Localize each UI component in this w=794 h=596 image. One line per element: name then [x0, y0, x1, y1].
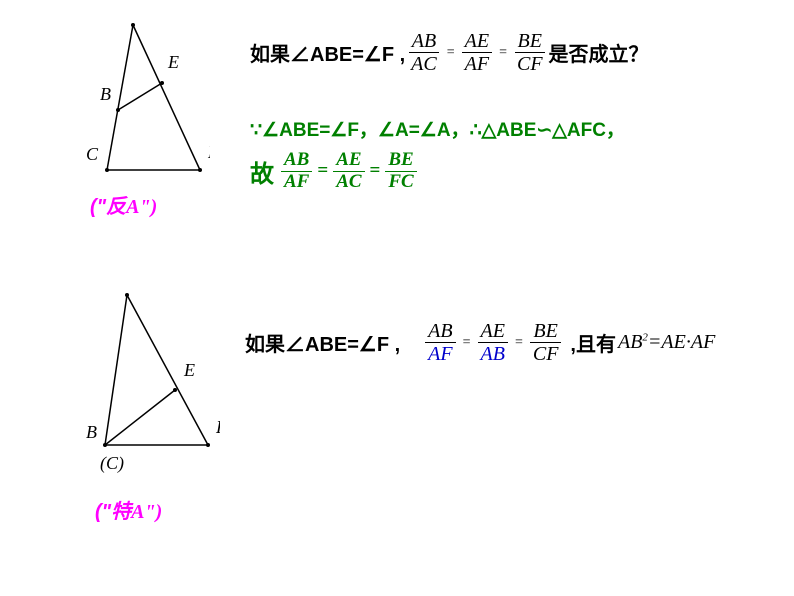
svg-text:F: F [207, 142, 210, 162]
frac-3-2: AEAC [333, 150, 364, 193]
eq-icon: = [499, 45, 507, 61]
question-line-2: 如果∠ABE=∠F , ABAF = AEAB = BECF ,且有 AB2=A… [245, 320, 715, 365]
svg-text:B: B [86, 422, 97, 442]
label-te-a: ("特A") [95, 495, 162, 524]
svg-text:C: C [86, 144, 99, 164]
svg-text:F: F [215, 417, 220, 437]
section-2: A B E F (C) ("特A") 如果∠ABE=∠F , ABAF = AEAB … [30, 290, 764, 550]
text-pre-2: 如果∠ABE=∠F , [245, 328, 400, 357]
svg-text:E: E [183, 360, 195, 380]
frac-1-1: ABAC [408, 30, 440, 75]
triangle-2-wrap: A B E F [80, 290, 220, 460]
label-fan-a: ("反A") [90, 190, 157, 219]
eq-icon: = [317, 160, 328, 182]
eq-icon: = [370, 160, 381, 182]
ab-squared: AB2=AE∙AF [618, 331, 715, 354]
svg-text:E: E [167, 52, 179, 72]
label-c-paren: (C) [100, 453, 124, 474]
eq-icon: = [463, 335, 471, 351]
svg-text:A: A [126, 290, 139, 291]
frac-1-3: BECF [514, 30, 546, 75]
text-mid-2: ,且有 [570, 328, 616, 357]
text-gu: 故 [250, 154, 274, 189]
frac-3-1: ABAF [281, 150, 312, 193]
triangle-1-svg: A B C E F [80, 20, 210, 185]
question-line-1: 如果∠ABE=∠F , ABAC = AEAF = BECF 是否成立？ [250, 30, 649, 75]
eq-icon: = [447, 45, 455, 61]
frac-4-1: ABAF [425, 320, 455, 365]
frac-4-2: AEAB [478, 320, 508, 365]
svg-text:B: B [100, 84, 111, 104]
section-1: A B C E F ("反A") 如果∠ABE=∠F , ABAC = AEAF = B… [30, 20, 764, 250]
text-post-1: 是否成立？ [549, 38, 649, 67]
triangle-2-svg: A B E F [80, 290, 220, 455]
frac-4-3: BECF [530, 320, 562, 365]
conclusion-line: 故 ABAF = AEAC = BEFC [250, 150, 420, 193]
frac-3-3: BEFC [385, 150, 416, 193]
triangle-1-wrap: A B C E F [80, 20, 210, 190]
text-pre-1: 如果∠ABE=∠F , [250, 38, 405, 67]
svg-text:A: A [134, 20, 147, 21]
proof-line: ∵∠ABE=∠F，∠A=∠A，∴△ABE∽△AFC， [250, 115, 625, 142]
frac-1-2: AEAF [462, 30, 492, 75]
eq-icon: = [515, 335, 523, 351]
